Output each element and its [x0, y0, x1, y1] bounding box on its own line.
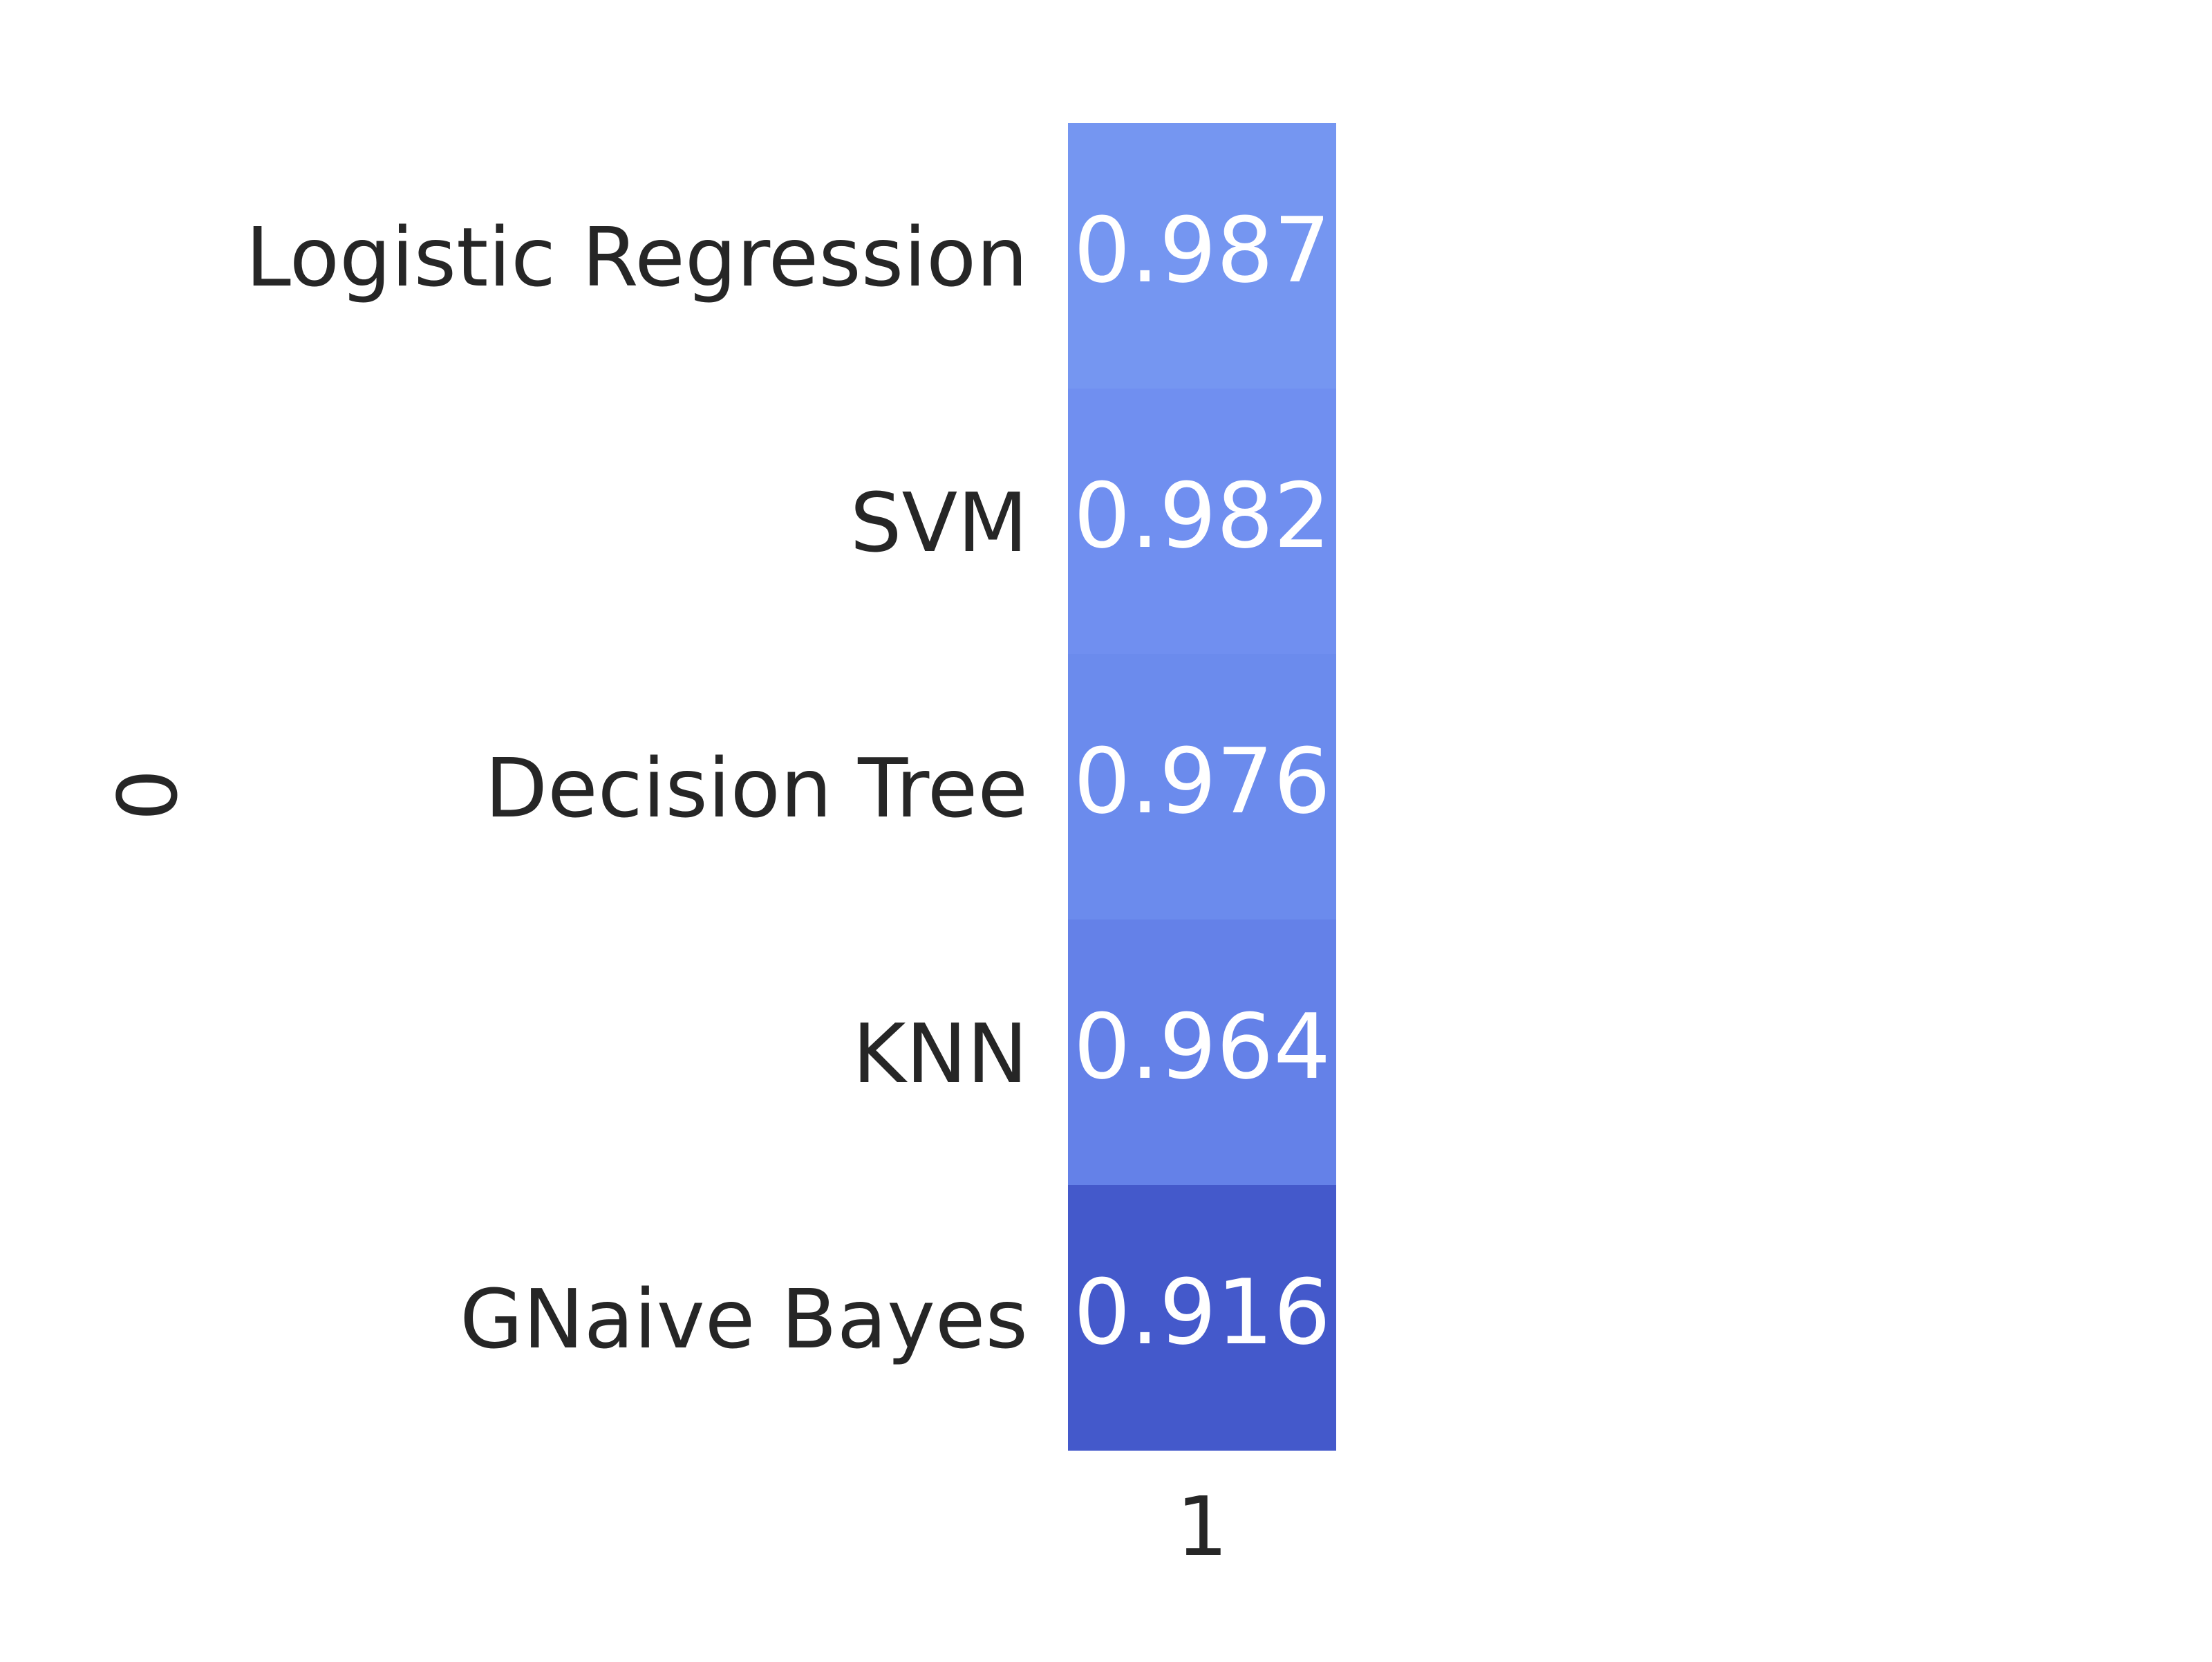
y-tick-label: Logistic Regression [245, 209, 1028, 305]
y-tick-labels: Logistic Regression SVM Decision Tree KNN GN… [245, 209, 1028, 1367]
cell-value-label: 0.982 [1074, 463, 1331, 568]
heatmap-cell [1068, 919, 1336, 1186]
heatmap-cell [1068, 389, 1336, 655]
heatmap-cells [1068, 123, 1336, 1451]
heatmap-annotations: 0.987 0.982 0.976 0.964 0.916 [1074, 198, 1331, 1365]
y-tick-label: KNN [852, 1006, 1028, 1101]
heatmap-cell [1068, 123, 1336, 389]
x-tick-labels: 1 [1176, 1479, 1228, 1574]
cell-value-label: 0.964 [1074, 994, 1331, 1099]
cell-value-label: 0.987 [1074, 198, 1331, 303]
y-tick-label: GNaive Bayes [460, 1271, 1028, 1367]
y-tick-label: Decision Tree [485, 740, 1028, 836]
y-axis-label: 0 [100, 769, 196, 821]
cell-value-label: 0.916 [1074, 1260, 1331, 1365]
x-tick-label: 1 [1176, 1479, 1228, 1574]
cell-value-label: 0.976 [1074, 729, 1331, 834]
y-tick-label: SVM [850, 475, 1028, 570]
heatmap-cell [1068, 1185, 1336, 1451]
heatmap-cell [1068, 654, 1336, 920]
